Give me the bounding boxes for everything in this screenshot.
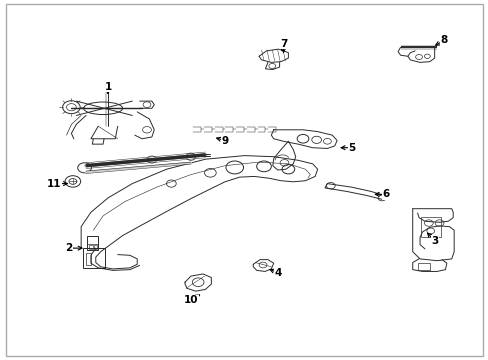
Bar (94, 245, 97, 249)
Text: 5: 5 (347, 143, 355, 153)
Text: 6: 6 (382, 189, 389, 199)
Text: 3: 3 (430, 236, 437, 246)
Text: 1: 1 (104, 82, 111, 92)
Bar (417, 263, 429, 270)
Bar (89, 245, 93, 249)
Text: 10: 10 (183, 295, 198, 305)
Bar (87, 236, 98, 250)
Bar (82, 248, 104, 268)
Text: 8: 8 (440, 35, 447, 45)
Text: 7: 7 (279, 39, 286, 49)
Text: 9: 9 (221, 136, 228, 145)
Text: 11: 11 (47, 179, 61, 189)
Bar (420, 217, 440, 237)
Text: 4: 4 (274, 268, 282, 278)
Bar (86, 253, 91, 265)
Text: 2: 2 (65, 243, 72, 253)
